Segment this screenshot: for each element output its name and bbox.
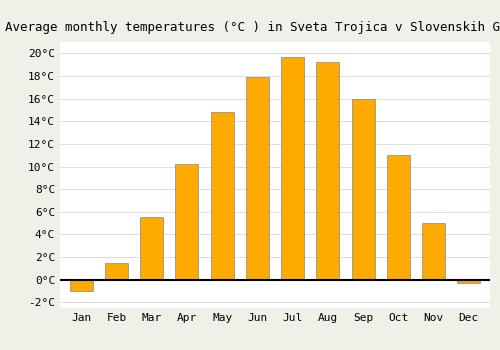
Bar [176, 164, 199, 280]
Title: Average monthly temperatures (°C ) in Sveta Trojica v Slovenskih Goricah: Average monthly temperatures (°C ) in Sv… [5, 21, 500, 34]
Bar [281, 57, 304, 280]
Bar [210, 112, 234, 280]
Bar [352, 99, 374, 280]
Bar [70, 280, 92, 291]
Bar [246, 77, 269, 280]
Bar [387, 155, 410, 280]
Bar [422, 223, 445, 280]
Bar [105, 263, 128, 280]
Bar [458, 280, 480, 283]
Bar [316, 62, 340, 280]
Bar [140, 217, 163, 280]
